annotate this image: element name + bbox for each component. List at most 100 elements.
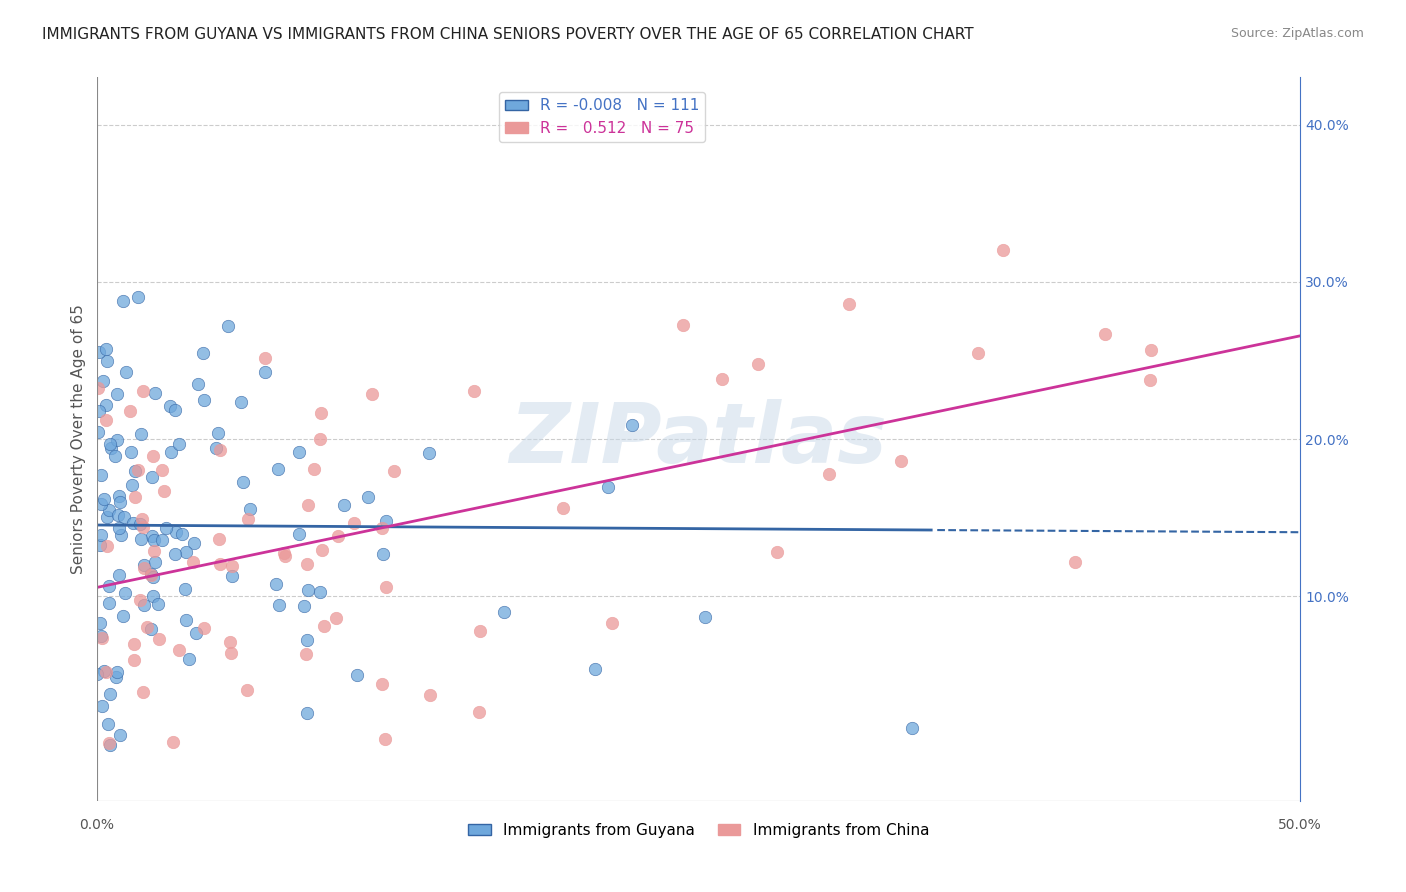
Point [129, 592, 152, 607]
Point [90, 467, 112, 482]
Point [273, 546, 295, 560]
Point [143, 385, 166, 400]
Point [90, 629, 112, 643]
Point [110, 495, 132, 509]
Point [267, 462, 290, 476]
Point [150, 533, 173, 547]
Point [818, 467, 841, 481]
Point [343, 516, 366, 530]
Point [127, 290, 149, 304]
Point [232, 475, 254, 490]
Point [346, 667, 368, 681]
Point [114, 586, 136, 600]
Point [325, 611, 347, 625]
Point [991, 243, 1014, 257]
Point [309, 432, 332, 446]
Point [167, 437, 190, 451]
Point [183, 536, 205, 550]
Point [98, 738, 121, 752]
Point [108, 489, 131, 503]
Point [371, 676, 394, 690]
Point [297, 633, 319, 648]
Point [122, 653, 145, 667]
Point [551, 500, 574, 515]
Point [288, 526, 311, 541]
Point [112, 293, 135, 308]
Text: 50.0%: 50.0% [1278, 818, 1322, 831]
Point [172, 527, 194, 541]
Point [267, 599, 290, 613]
Point [112, 510, 135, 524]
Point [302, 462, 325, 476]
Point [97, 579, 120, 593]
Point [155, 521, 177, 535]
Point [621, 418, 644, 433]
Point [162, 735, 184, 749]
Point [97, 502, 120, 516]
Point [205, 442, 228, 456]
Y-axis label: Seniors Poverty Over the Age of 65: Seniors Poverty Over the Age of 65 [72, 304, 86, 574]
Point [901, 722, 924, 736]
Point [596, 480, 619, 494]
Point [371, 520, 394, 534]
Point [148, 632, 170, 647]
Point [136, 620, 159, 634]
Point [90, 528, 112, 542]
Point [1064, 556, 1087, 570]
Point [132, 520, 155, 534]
Point [292, 599, 315, 614]
Point [219, 634, 242, 648]
Point [127, 462, 149, 476]
Point [129, 426, 152, 441]
Point [86, 381, 108, 395]
Point [122, 516, 145, 530]
Point [146, 597, 169, 611]
Point [134, 561, 156, 575]
Point [139, 622, 162, 636]
Point [375, 514, 398, 528]
Point [208, 533, 231, 547]
Point [159, 399, 181, 413]
Point [374, 731, 396, 746]
Point [295, 557, 318, 571]
Point [89, 404, 111, 418]
Point [297, 582, 319, 597]
Point [97, 736, 120, 750]
Point [142, 533, 165, 548]
Point [165, 524, 187, 539]
Point [107, 568, 129, 582]
Point [311, 542, 333, 557]
Point [132, 384, 155, 398]
Point [229, 395, 252, 409]
Point [97, 596, 120, 610]
Point [239, 502, 262, 516]
Point [93, 664, 115, 678]
Point [295, 648, 318, 662]
Point [187, 376, 209, 391]
Point [112, 608, 135, 623]
Point [124, 491, 146, 505]
Point [104, 669, 127, 683]
Point [122, 637, 145, 651]
Point [86, 666, 108, 681]
Point [274, 549, 297, 564]
Point [97, 716, 120, 731]
Point [297, 498, 319, 512]
Point [838, 297, 860, 311]
Point [167, 643, 190, 657]
Point [207, 426, 229, 441]
Point [150, 463, 173, 477]
Point [98, 437, 121, 451]
Point [121, 478, 143, 492]
Point [87, 425, 110, 439]
Point [1094, 327, 1116, 342]
Point [87, 345, 110, 359]
Point [98, 687, 121, 701]
Point [1139, 373, 1161, 387]
Point [235, 683, 257, 698]
Point [375, 580, 398, 594]
Point [191, 346, 214, 360]
Point [219, 646, 242, 660]
Point [181, 555, 204, 569]
Point [141, 469, 163, 483]
